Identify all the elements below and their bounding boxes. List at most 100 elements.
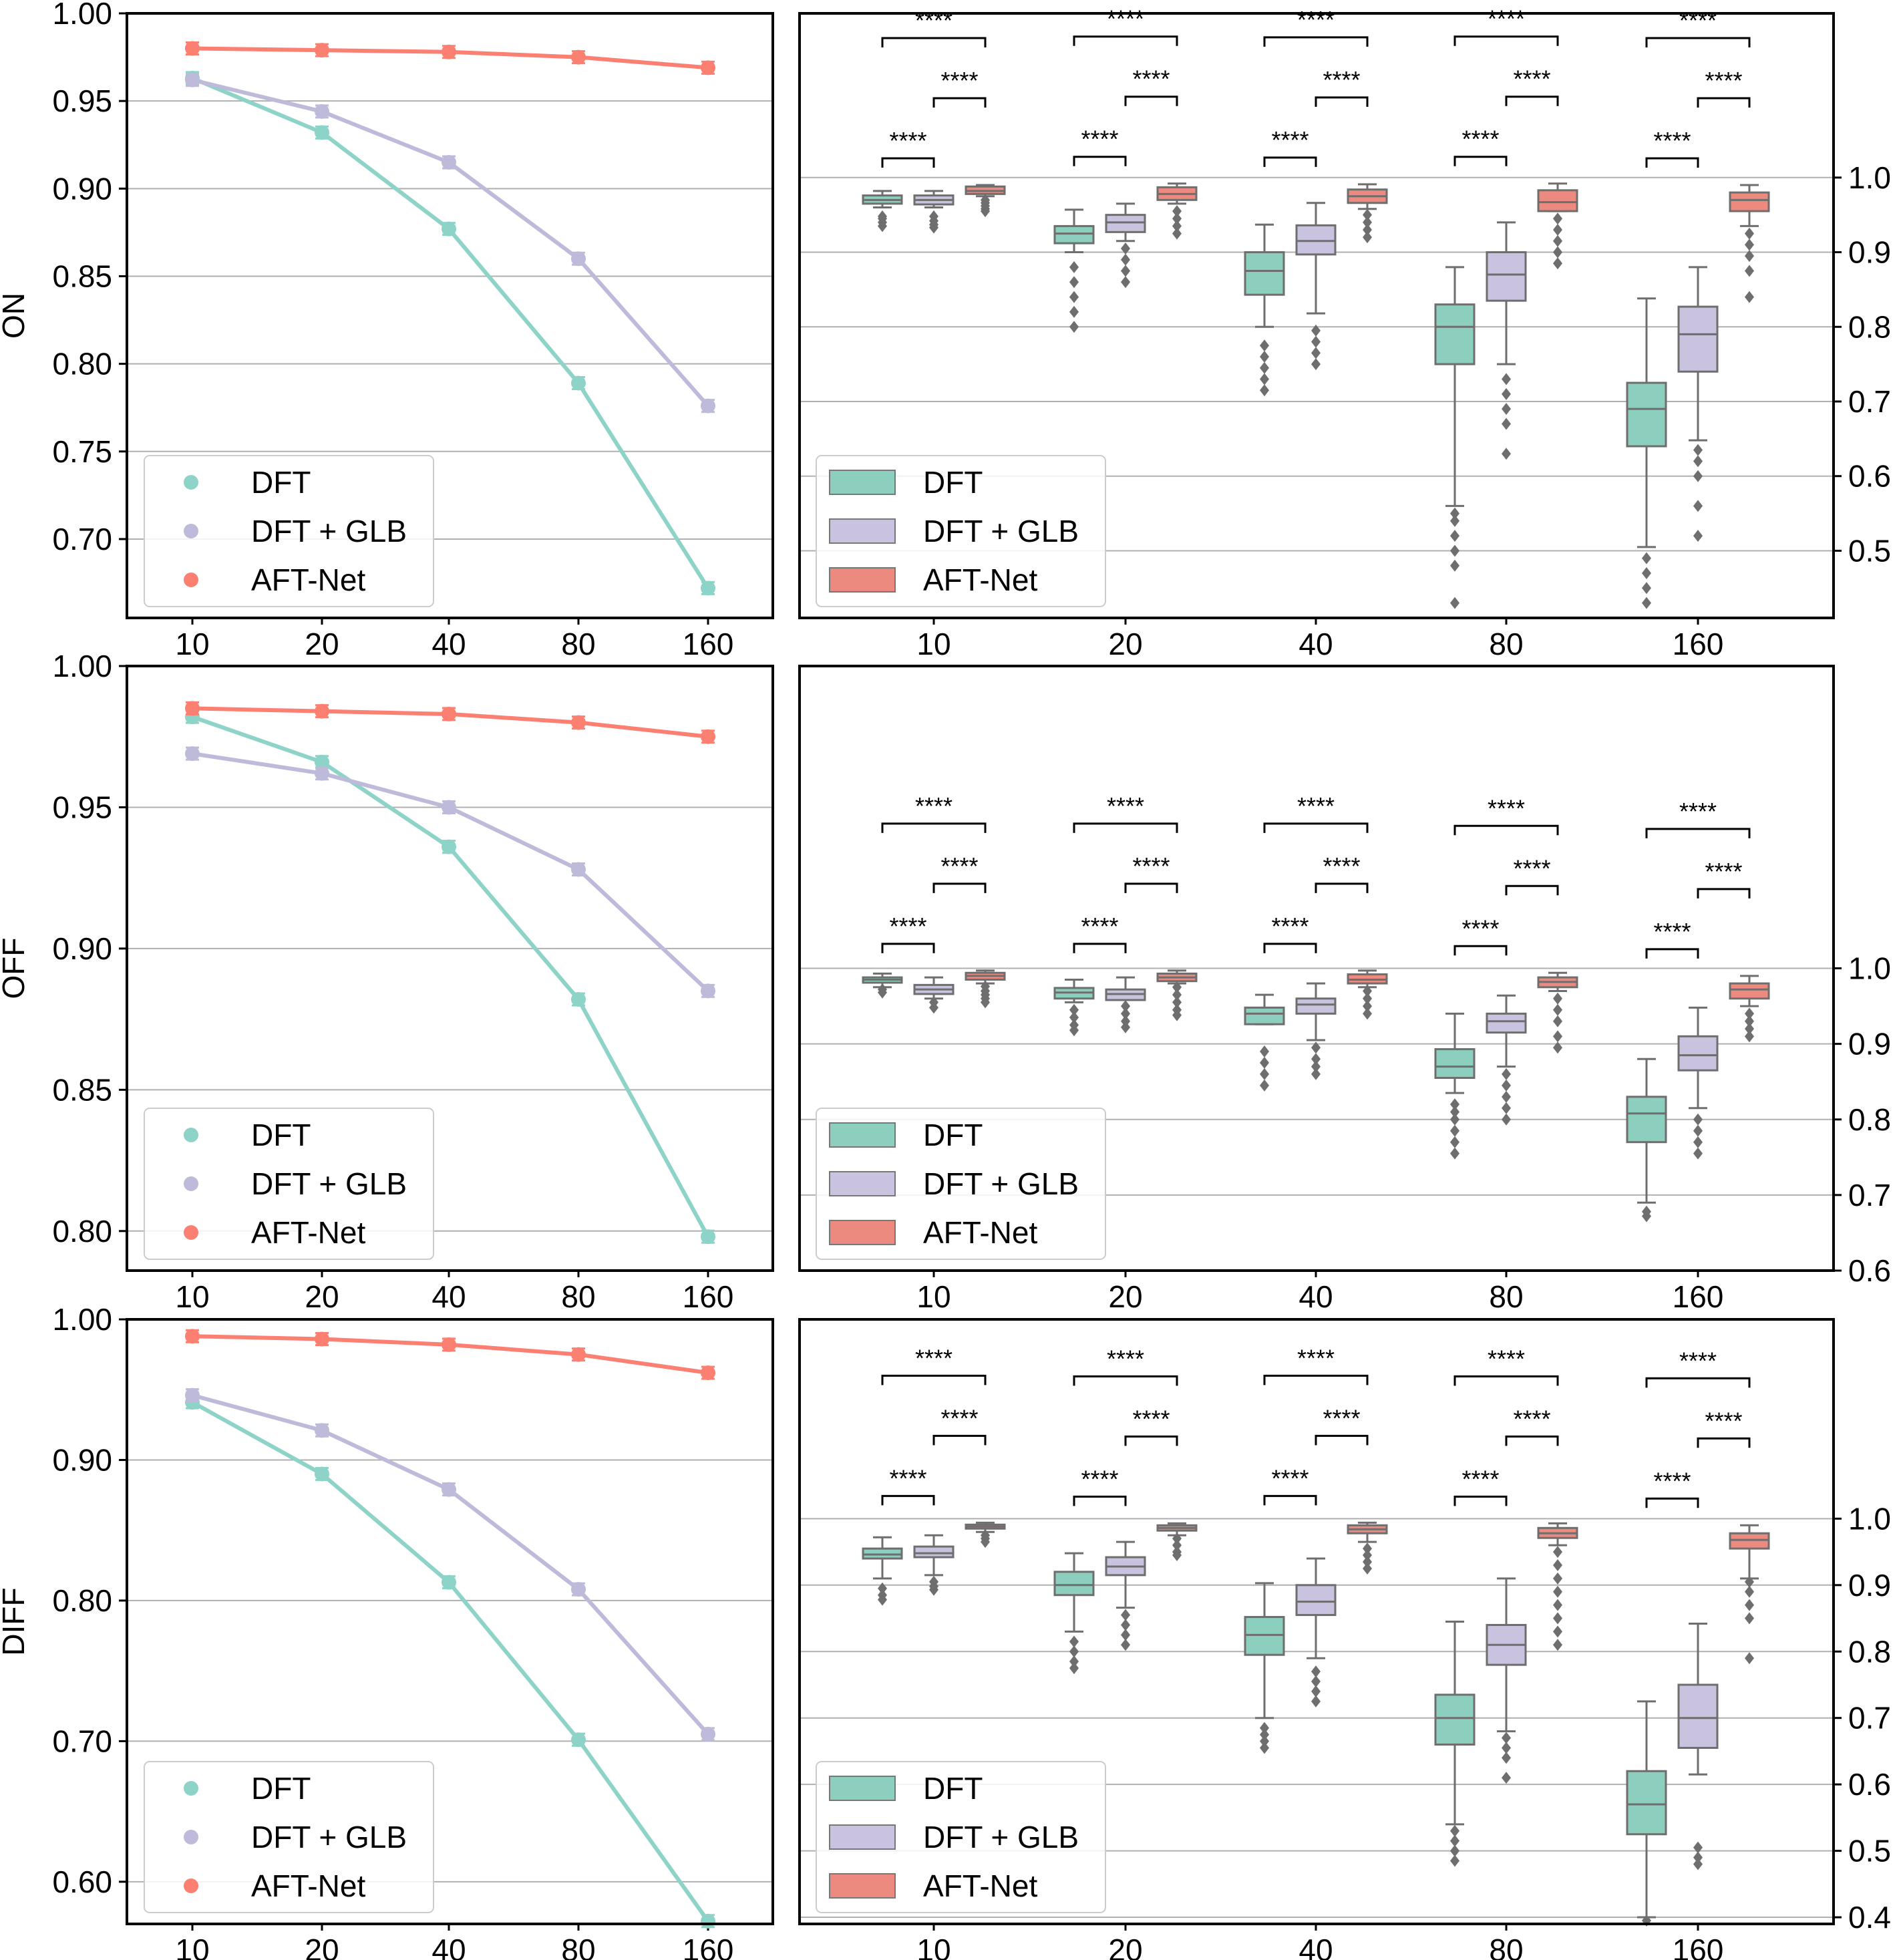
data-point xyxy=(315,125,329,140)
line-panel-1: 1.00 0.95 0.90 0.85 0.80 10 20 40 80 160 OFF DFT DFT… xyxy=(0,649,774,1314)
y-tick-label-3: 0.85 xyxy=(52,1072,112,1107)
significance-bracket xyxy=(1073,35,1178,46)
data-point xyxy=(315,703,329,719)
significance-bracket xyxy=(1124,882,1178,893)
outlier xyxy=(1260,350,1269,363)
box-1-legend-label-2: AFT-Net xyxy=(923,1215,1037,1250)
outlier xyxy=(1069,1662,1079,1675)
outlier xyxy=(1311,335,1321,348)
box-1-legend-label-1: DFT + GLB xyxy=(923,1166,1079,1201)
y-tick-label-2: 0.90 xyxy=(52,171,112,206)
y-tick-label-0: 1.00 xyxy=(52,649,112,683)
x-tick-label-0: 10 xyxy=(916,627,951,661)
outlier xyxy=(1172,996,1182,1009)
outlier xyxy=(1121,1609,1130,1621)
box xyxy=(1434,1693,1476,1746)
significance-bracket xyxy=(881,943,935,953)
outlier xyxy=(1642,566,1651,579)
y-tick-label-4: 0.60 xyxy=(52,1864,112,1899)
y-tick-label-3: 0.7 xyxy=(1848,1178,1891,1212)
x-tick-label-2: 40 xyxy=(432,627,466,661)
significance-bracket xyxy=(932,1434,987,1446)
significance-bracket xyxy=(1263,822,1369,833)
significance-label: **** xyxy=(1271,913,1309,940)
significance-bracket xyxy=(1645,1377,1751,1388)
significance-bracket xyxy=(1263,36,1369,47)
x-tick-label-1: 20 xyxy=(305,627,339,661)
data-point xyxy=(185,41,200,56)
outlier xyxy=(1745,1652,1754,1665)
x-tick-label-2: 40 xyxy=(432,1279,466,1314)
box-2-legend-swatch-2 xyxy=(829,1873,896,1899)
significance-label: **** xyxy=(1323,852,1360,880)
box xyxy=(1677,1683,1719,1749)
data-point xyxy=(185,72,200,88)
box xyxy=(1626,1096,1667,1144)
x-tick-label-2: 40 xyxy=(1299,627,1333,661)
data-point xyxy=(701,1229,715,1245)
line-1-legend-label-0: DFT xyxy=(251,1118,311,1152)
box-0-legend-swatch-0 xyxy=(829,470,896,495)
outlier xyxy=(1553,1639,1562,1651)
data-point xyxy=(442,44,456,59)
outlier xyxy=(1450,559,1459,572)
box xyxy=(1626,1770,1667,1836)
outlier xyxy=(1172,1549,1182,1562)
line-1-legend-label-2: AFT-Net xyxy=(251,1215,365,1250)
significance-label: **** xyxy=(1297,1344,1335,1371)
significance-bracket xyxy=(932,882,987,893)
y-tick-label-5: 0.5 xyxy=(1848,533,1891,568)
outlier xyxy=(1553,1041,1562,1054)
y-tick-label-6: 0.4 xyxy=(1848,1900,1891,1935)
box-1-legend-swatch-2 xyxy=(829,1220,896,1245)
y-tick-label-2: 0.8 xyxy=(1848,309,1891,344)
outlier xyxy=(1502,1079,1511,1092)
line-0-legend-frame xyxy=(144,455,434,607)
data-point xyxy=(315,43,329,58)
y-tick-label-1: 0.9 xyxy=(1848,1568,1891,1603)
box xyxy=(1626,381,1667,448)
significance-label: **** xyxy=(1107,792,1144,820)
outlier xyxy=(1172,220,1182,232)
outlier xyxy=(1745,238,1754,251)
outlier xyxy=(1553,246,1562,259)
data-point xyxy=(571,992,586,1007)
x-tick-label-3: 80 xyxy=(561,627,595,661)
line-panel-2: 1.00 0.90 0.80 0.70 0.60 10 20 40 80 160 DIFF DFT DF… xyxy=(0,1302,774,1960)
outlier xyxy=(1450,1098,1459,1111)
significance-bracket xyxy=(1073,1375,1178,1386)
outlier xyxy=(1693,444,1703,456)
significance-bracket xyxy=(1124,96,1178,106)
outlier xyxy=(1693,455,1703,468)
data-point xyxy=(315,754,329,770)
significance-bracket xyxy=(881,1494,935,1506)
outlier xyxy=(1069,1655,1079,1668)
box xyxy=(1434,1048,1476,1080)
outlier xyxy=(1502,418,1511,430)
outlier xyxy=(1642,597,1651,609)
outlier xyxy=(1693,530,1703,542)
outlier xyxy=(1311,1695,1321,1707)
x-tick-label-1: 20 xyxy=(1108,1933,1142,1960)
significance-label: **** xyxy=(1679,7,1717,34)
outlier xyxy=(1260,1735,1269,1748)
significance-label: **** xyxy=(1461,1465,1499,1492)
box xyxy=(1295,224,1337,256)
outlier xyxy=(1553,234,1562,247)
outlier xyxy=(1553,992,1562,1005)
outlier xyxy=(1553,1015,1562,1027)
significance-label: **** xyxy=(1653,918,1691,945)
outlier xyxy=(1693,1147,1703,1160)
outlier xyxy=(1502,1090,1511,1103)
y-tick-label-3: 0.85 xyxy=(52,259,112,293)
outlier xyxy=(1311,1060,1321,1073)
outlier xyxy=(878,1582,887,1595)
box xyxy=(1729,191,1770,212)
significance-label: **** xyxy=(1705,67,1742,94)
outlier xyxy=(1311,1053,1321,1066)
outlier xyxy=(981,996,990,1009)
box-0-legend-swatch-2 xyxy=(829,567,896,593)
data-point xyxy=(571,1347,586,1362)
outlier xyxy=(1172,981,1182,993)
outlier xyxy=(1745,1015,1754,1027)
